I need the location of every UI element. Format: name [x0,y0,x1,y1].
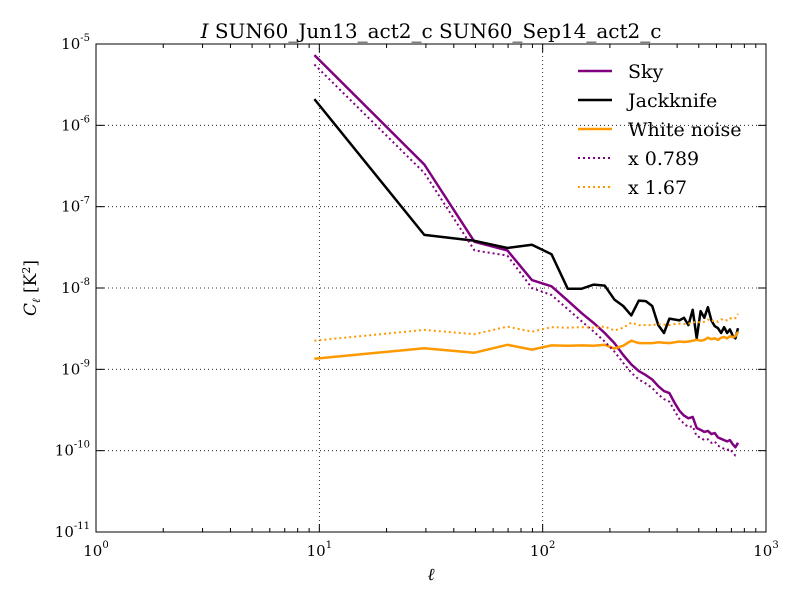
y-tick-label: 10-10 [55,440,90,460]
x-axis-label: ℓ [427,565,434,585]
y-axis-label: Cℓ [K2] [20,260,43,316]
legend-label: White noise [628,119,742,141]
legend-label: x 0.789 [628,148,699,170]
y-axis-label-unit: [K [21,273,41,293]
y-axis-label-unit-sup: 2 [20,267,33,274]
grid-lines [96,44,766,532]
legend: Sky Jackknife White noise x 0.789 x 1.67 [578,61,742,199]
series-line-white-noise [314,331,740,360]
y-axis-label-main: C [21,303,41,316]
series-line-jackknife [313,98,740,340]
y-axis-label-unit-close: ] [21,260,41,267]
legend-label: x 1.67 [628,177,687,199]
series-line-sky [313,54,740,449]
y-axis-label-sub: ℓ [30,298,43,303]
chart-title: I SUN60_Jun13_act2_c SUN60_Sep14_act2_c [200,19,662,43]
y-tick-label: 10-6 [61,114,90,134]
y-tick-label: 10-11 [55,521,90,541]
y-tick-label: 10-7 [61,196,90,216]
y-tick-label: 10-5 [61,33,90,53]
axis-ticks: 100 101 102 103 10-11 10-10 10-9 10-8 10-7 10-6 10… [55,33,779,560]
chart-title-text: SUN60_Jun13_act2_c SUN60_Sep14_act2_c [215,19,662,43]
y-tick-label: 10-9 [61,358,90,378]
x-tick-label: 100 [83,540,108,560]
legend-label: Sky [628,61,664,83]
series-lines [313,54,740,457]
x-tick-label: 102 [530,540,555,560]
x-tick-label: 103 [753,540,778,560]
x-tick-label: 101 [307,540,332,560]
legend-label: Jackknife [626,90,717,112]
chart-title-italic: I [200,19,210,43]
y-tick-label: 10-8 [61,277,90,297]
series-line-x-0-789 [313,63,738,457]
